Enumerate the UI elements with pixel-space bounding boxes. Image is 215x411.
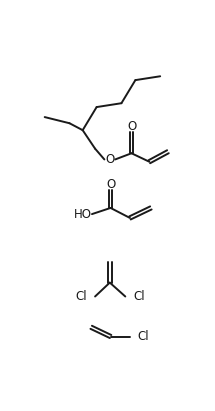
Text: HO: HO [74, 208, 92, 221]
Text: Cl: Cl [133, 290, 145, 303]
Text: O: O [105, 153, 114, 166]
Text: O: O [106, 178, 115, 191]
Text: O: O [127, 120, 136, 133]
Text: Cl: Cl [76, 290, 87, 303]
Text: Cl: Cl [138, 330, 149, 343]
